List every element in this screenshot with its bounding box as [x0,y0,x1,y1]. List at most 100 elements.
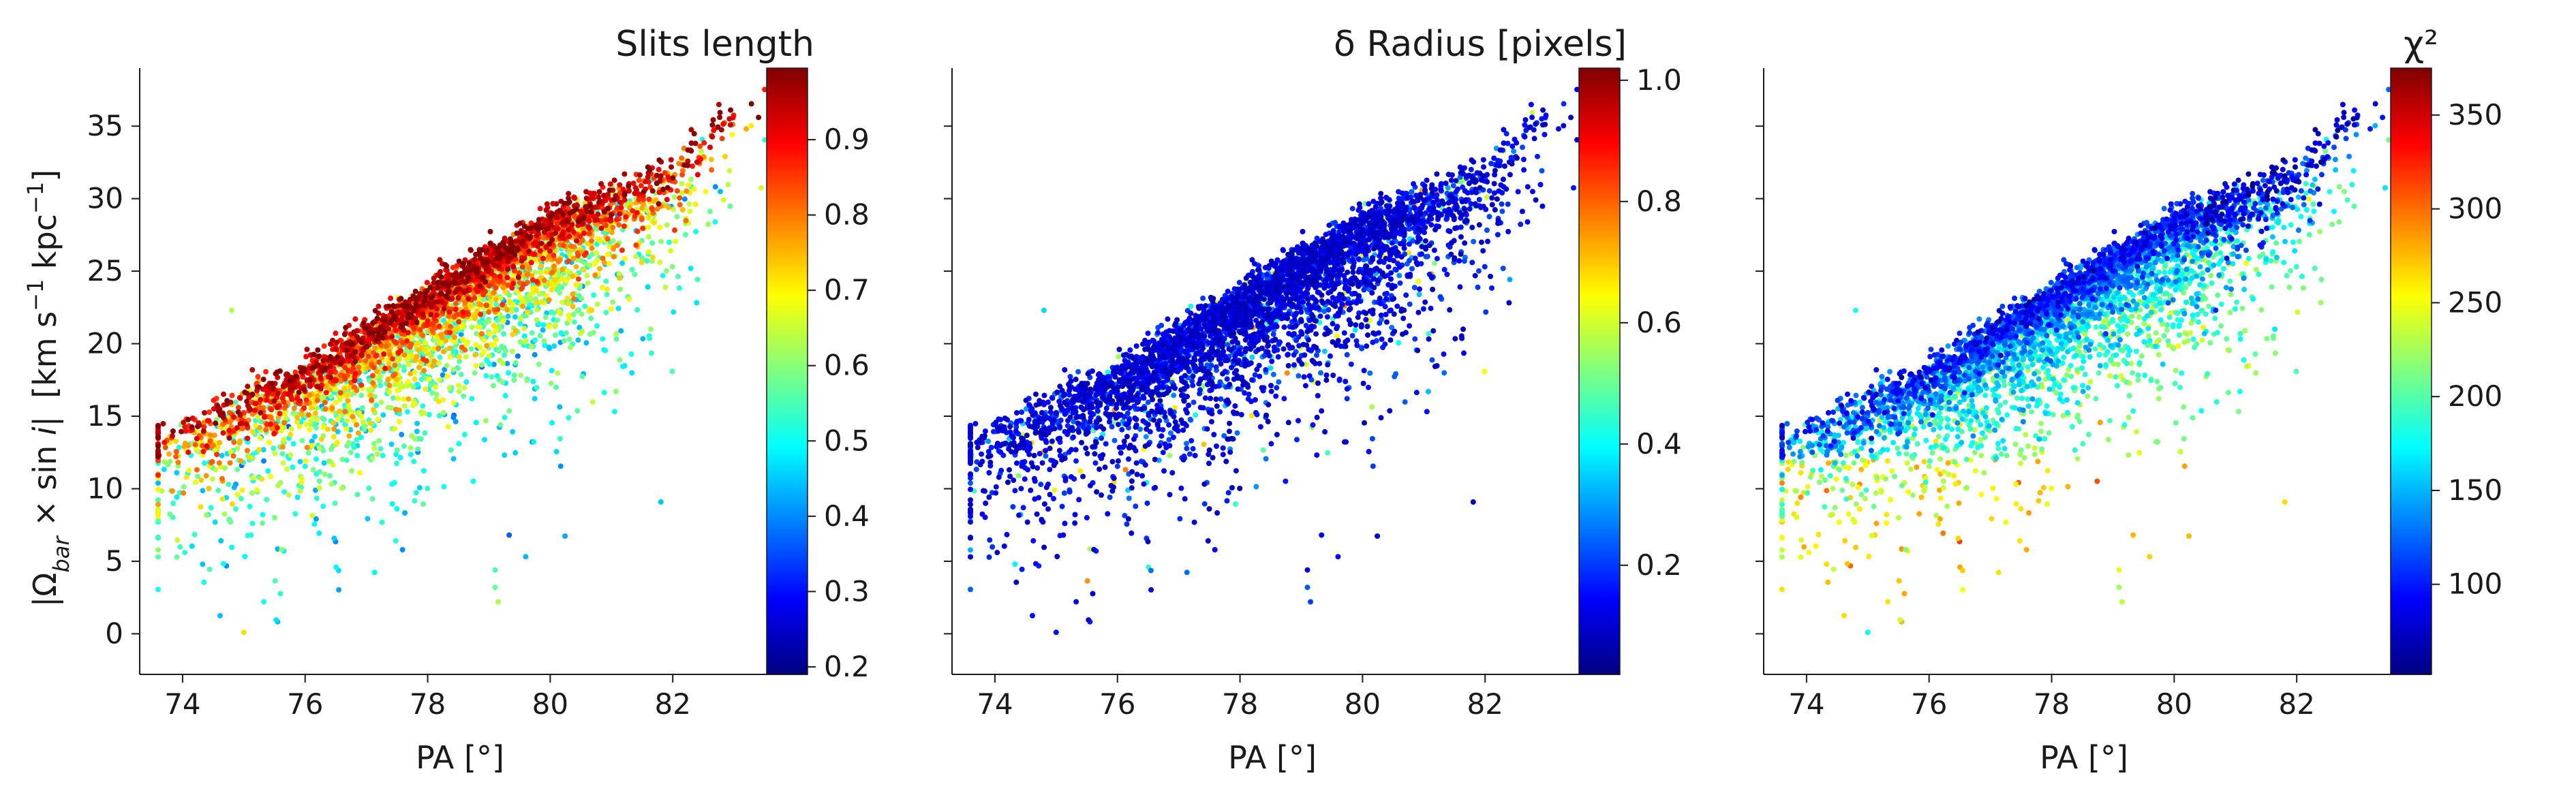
scatter-point [174,470,180,475]
scatter-point [649,240,656,246]
scatter-point [495,307,501,313]
scatter-point [597,236,603,243]
scatter-point [155,472,161,478]
scatter-point [448,447,454,453]
scatter-point [256,384,262,390]
scatter-point [401,396,407,402]
scatter-point [244,398,250,405]
scatter-point [399,316,405,322]
x-tick-label: 82 [654,687,690,721]
scatter-point [286,492,292,498]
scatter-point [533,296,539,302]
scatter-point [318,374,324,380]
scatter-point [586,218,592,224]
scatter-point [339,485,345,491]
scatter-point [307,426,313,433]
scatter-point [409,433,415,439]
scatter-point [473,362,479,369]
scatter-point [237,421,243,426]
scatter-point [349,341,355,347]
y-tick-label: 25 [87,254,123,287]
colorbar-tick-label: 0.8 [824,198,870,232]
scatter-point [213,467,219,473]
scatter-point [368,392,374,398]
scatter-point [401,403,408,409]
scatter-point [583,196,589,202]
scatter-point [679,181,685,187]
scatter-point [638,183,644,189]
scatter-point [294,419,300,425]
scatter-point [465,296,472,302]
scatter-point [502,289,508,295]
scatter-point [227,460,233,466]
scatter-point [181,420,187,426]
scatter-point [209,458,215,465]
scatter-point [645,234,651,240]
scatter-point [456,319,462,325]
scatter-point [669,369,675,375]
scatter-point [412,498,418,504]
scatter-point [504,307,510,313]
scatter-point [309,512,316,518]
scatter-point [968,587,973,593]
scatter-point [598,181,604,187]
scatter-point [1270,371,1276,377]
scatter-point [506,246,511,252]
scatter-point [379,519,385,525]
scatter-point [328,481,335,487]
scatter-point [255,374,261,379]
scatter-point [679,172,686,178]
scatter-point [592,261,598,267]
scatter-point [528,260,534,266]
scatter-point [637,172,643,178]
scatter-point [465,275,471,281]
scatter-point [376,359,382,365]
scatter-point [520,239,525,245]
scatter-point [712,219,718,225]
scatter-point [285,391,291,397]
scatter-point [505,266,511,272]
scatter-point [610,225,616,230]
scatter-point [333,399,339,405]
scatter-point [456,286,462,292]
scatter-point [476,319,482,325]
scatter-point [497,422,504,428]
scatter-point [442,262,448,268]
scatter-point [654,180,660,186]
scatter-point [155,535,161,541]
scatter-point [373,337,379,343]
scatter-point [450,366,457,373]
scatter-point [428,382,434,388]
scatter-point [709,122,716,128]
scatter-point [478,302,484,308]
scatter-point [392,480,397,486]
scatter-point [272,578,278,584]
scatter-point [729,131,735,138]
scatter-point [458,331,464,337]
scatter-point [331,420,337,426]
scatter-point [437,354,443,360]
y-tick-label: 20 [87,327,123,360]
scatter-point [364,344,370,349]
scatter-point [541,338,547,344]
scatter-point [359,405,365,411]
scatter-point [279,546,285,552]
scatter-point [509,348,515,354]
scatter-point [434,312,440,318]
scatter-point [463,279,469,285]
scatter-point [401,364,407,370]
scatter-point [1367,370,1373,376]
scatter-point [669,164,674,170]
scatter-point [603,309,609,315]
scatter-point [330,462,336,468]
scatter-point [506,298,512,304]
scatter-point [341,386,348,392]
scatter-point [611,253,617,260]
scatter-point [214,452,220,458]
scatter-point [231,414,237,420]
scatter-point [252,401,258,407]
scatter-point [588,209,594,215]
scatter-point [375,416,381,422]
y-axis-label: |Ωbar × sin i|[km s−1 kpc−1] [22,170,74,607]
